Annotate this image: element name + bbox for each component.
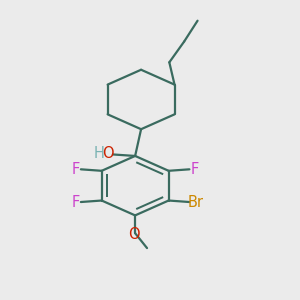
Text: F: F xyxy=(190,162,199,177)
Text: O: O xyxy=(103,146,114,161)
Text: F: F xyxy=(71,162,80,177)
Text: Br: Br xyxy=(188,194,204,209)
Text: O: O xyxy=(128,227,140,242)
Text: H: H xyxy=(94,146,105,161)
Text: F: F xyxy=(71,194,80,209)
